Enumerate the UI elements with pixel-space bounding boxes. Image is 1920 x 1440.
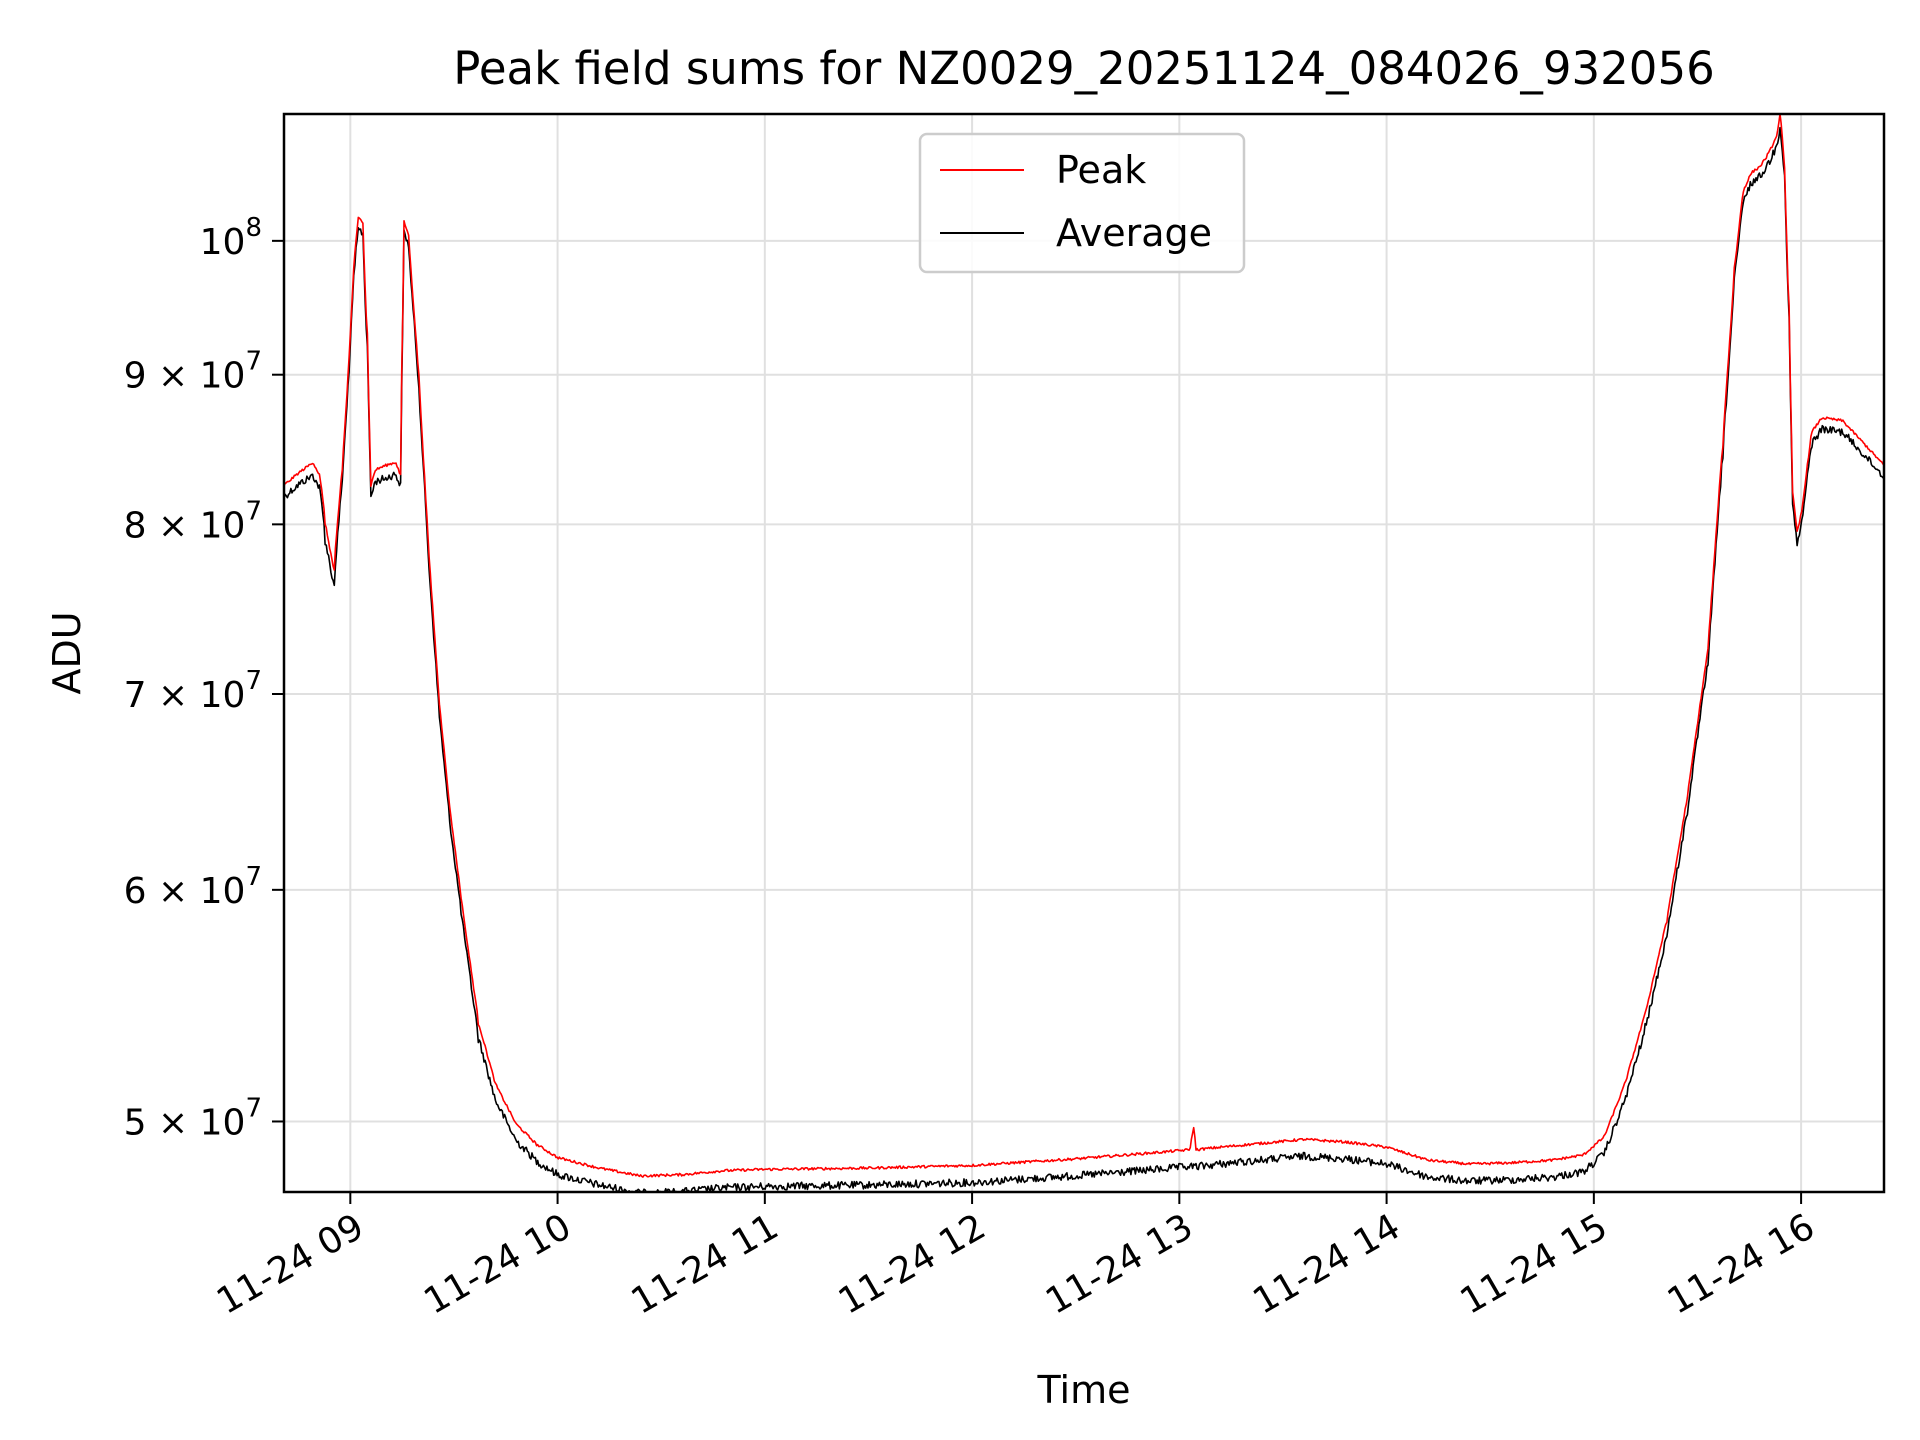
y-tick-label: 7 × 107 — [124, 666, 262, 716]
y-axis-label: ADU — [45, 611, 89, 694]
series-line-average — [283, 126, 1885, 1193]
plot-frame — [282, 112, 1886, 1194]
y-tick-label: 8 × 107 — [124, 496, 262, 546]
y-tick-label: 6 × 107 — [124, 862, 262, 912]
y-tick-label: 5 × 107 — [124, 1093, 262, 1143]
series-group — [283, 113, 1885, 1193]
y-tick-label: 9 × 107 — [124, 347, 262, 397]
series-line-peak — [283, 113, 1885, 1178]
legend[interactable]: Peak Average — [918, 132, 1246, 274]
y-tick-label: 108 — [200, 213, 262, 263]
chart-title: Peak field sums for NZ0029_20251124_0840… — [453, 42, 1714, 95]
legend-box — [918, 132, 1246, 274]
legend-average-label: Average — [1056, 211, 1212, 255]
x-axis-label: Time — [1037, 1368, 1131, 1412]
y-axis: 5 × 107 6 × 107 7 × 107 8 × 107 9 × 107 108 — [124, 213, 284, 1143]
legend-peak-label: Peak — [1056, 148, 1146, 192]
